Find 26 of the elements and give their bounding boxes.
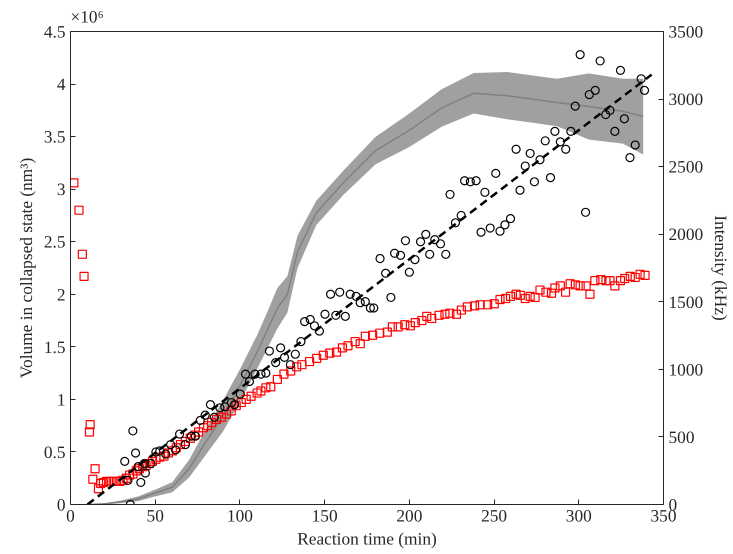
y-tick-label: 3.5: [44, 128, 66, 147]
y-tick-label: 1: [56, 390, 66, 410]
y2-axis-title: Intensity (kHz): [711, 215, 730, 321]
x-tick-label: 100: [226, 506, 253, 526]
y-tick-label: 2.5: [44, 232, 66, 252]
y2-tick-label: 3500: [668, 22, 704, 42]
y-tick-label: 2: [56, 285, 66, 304]
x-tick-label: 300: [566, 506, 592, 526]
y-axis-title: Volume in collapsed state (nm³): [16, 158, 36, 378]
y2-tick-label: 3000: [668, 90, 704, 110]
y2-tick-label: 500: [668, 428, 694, 447]
y2-tick-label: 1500: [668, 292, 704, 312]
y-tick-label: 4: [56, 75, 66, 94]
x-tick-label: 250: [481, 506, 508, 526]
x-tick-label: 150: [312, 506, 338, 526]
y-tick-label: 1.5: [44, 338, 66, 357]
y-tick-label: 0.5: [44, 442, 66, 462]
y2-tick-label: 1000: [668, 360, 704, 380]
y2-tick-label: 2500: [668, 158, 704, 177]
text: ×10⁶: [70, 8, 104, 26]
y-tick-label: 3: [56, 180, 66, 200]
y-tick-label: 4.5: [44, 22, 66, 42]
x-tick-label: 200: [396, 506, 422, 526]
x-tick-label: 50: [146, 506, 164, 526]
y2-tick-label: 2000: [668, 225, 704, 244]
x-axis-title: Reaction time (min): [297, 530, 438, 548]
